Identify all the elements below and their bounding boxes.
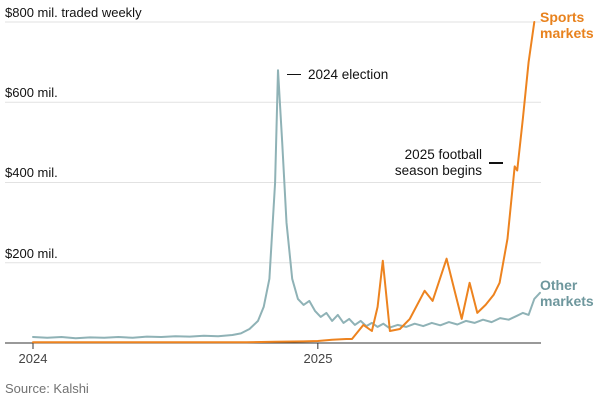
- y-axis-label-800: $800 mil. traded weekly: [5, 5, 142, 20]
- legend-sports-markets: Sports markets: [540, 9, 594, 41]
- series-line-sports-markets: [32, 21, 536, 344]
- series-line-other-markets: [32, 69, 541, 340]
- legend-other-markets: Other markets: [540, 277, 594, 309]
- x-axis-label-2024: 2024: [18, 351, 48, 366]
- annotation-2024-election: 2024 election: [287, 67, 388, 82]
- annotation-2025-football: 2025 football season begins: [392, 147, 503, 179]
- y-axis-label-600: $600 mil.: [5, 85, 58, 100]
- y-axis-label-200: $200 mil.: [5, 246, 58, 261]
- x-axis-label-2025: 2025: [303, 351, 333, 366]
- annotation-connector-line: [489, 162, 503, 164]
- y-axis-label-400: $400 mil.: [5, 165, 58, 180]
- annotation-2024-election-text: 2024 election: [308, 67, 389, 82]
- annotation-connector-line: [287, 73, 301, 76]
- source-note: Source: Kalshi: [5, 381, 89, 396]
- annotation-2025-football-text: 2025 football season begins: [394, 147, 482, 178]
